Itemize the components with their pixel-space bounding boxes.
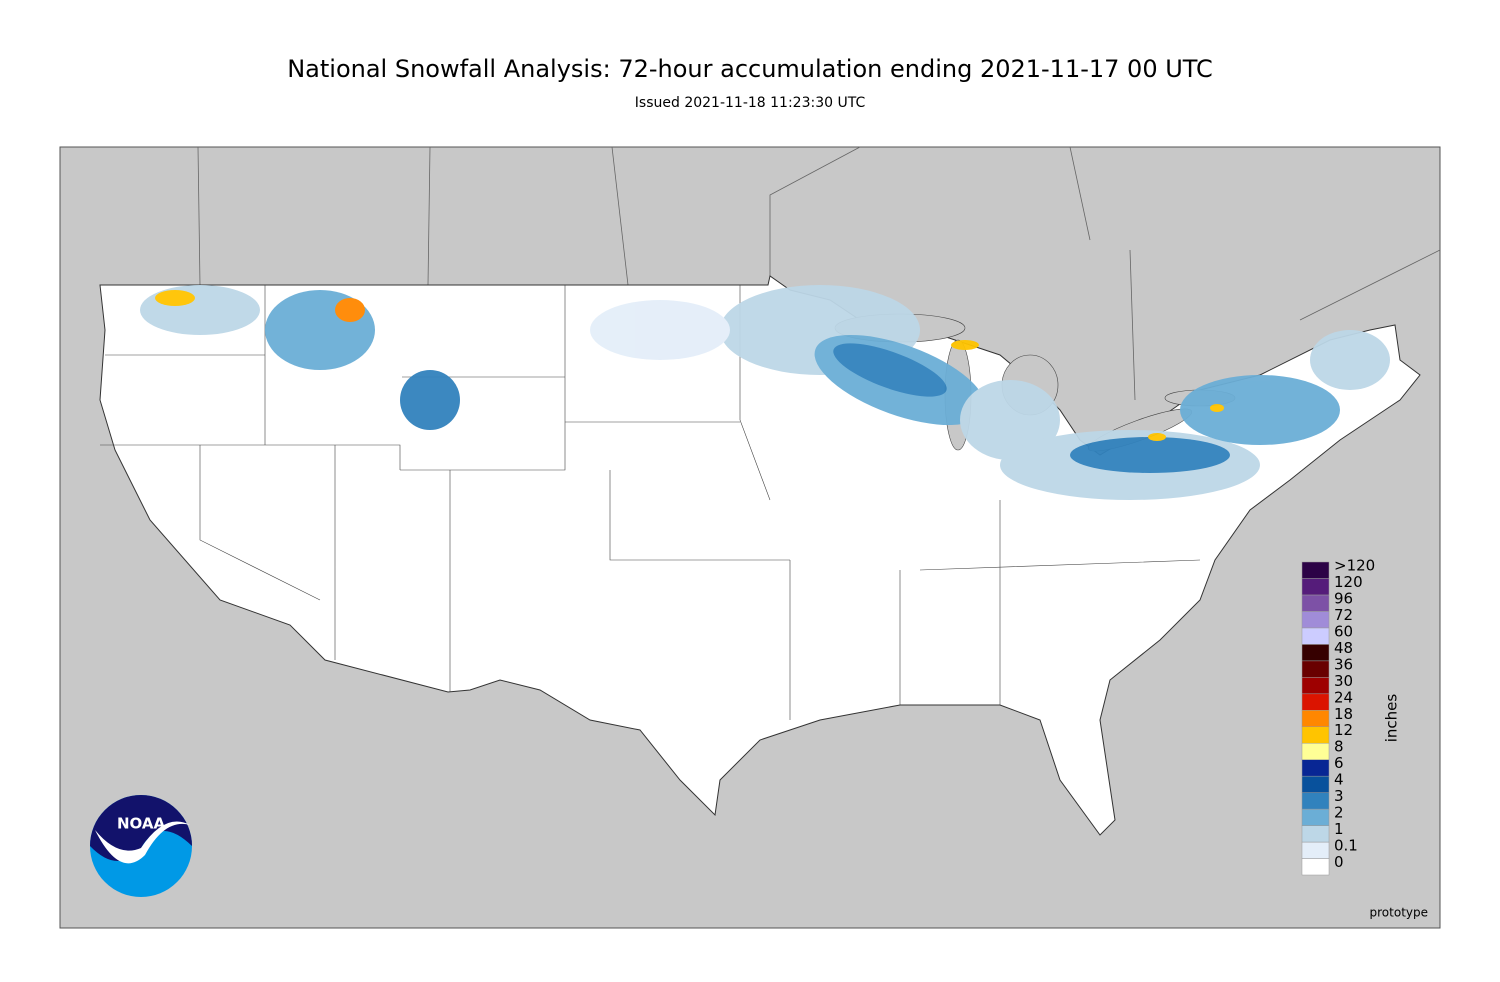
canada-borders <box>197 146 1441 401</box>
logo-text: NOAA <box>117 815 166 833</box>
legend-swatch <box>1301 742 1330 760</box>
legend-label: 3 <box>1334 787 1344 805</box>
legend-swatch <box>1301 710 1330 727</box>
legend-swatch <box>1301 611 1330 629</box>
legend-swatch <box>1301 841 1330 859</box>
title: National Snowfall Analysis: 72-hour accu… <box>287 55 1213 83</box>
legend-swatch <box>1301 759 1330 777</box>
legend-label: 1 <box>1334 820 1344 838</box>
legend-label: >120 <box>1334 557 1375 575</box>
legend-swatch <box>1301 578 1330 596</box>
legend-label: 6 <box>1334 754 1344 772</box>
legend-swatch <box>1301 726 1330 744</box>
legend-label: 36 <box>1334 655 1353 673</box>
legend-label: 60 <box>1334 622 1353 640</box>
legend-label: 30 <box>1334 672 1353 690</box>
legend-swatch <box>1301 627 1330 645</box>
legend-swatch <box>1301 561 1330 579</box>
subtitle: Issued 2021-11-18 11:23:30 UTC <box>635 95 866 111</box>
legend-label: 2 <box>1334 804 1344 822</box>
legend-swatch <box>1301 644 1330 662</box>
legend-label: 0 <box>1334 853 1344 871</box>
legend-label: 48 <box>1334 639 1353 657</box>
legend-swatch <box>1301 858 1330 876</box>
map <box>59 146 1441 929</box>
legend-label: 24 <box>1334 688 1353 706</box>
legend-label: 72 <box>1334 606 1353 624</box>
legend-label: 4 <box>1334 771 1344 789</box>
noaa-logo: NOAA <box>90 795 192 897</box>
legend-label: 96 <box>1334 589 1353 607</box>
legend-swatch <box>1301 660 1330 678</box>
legend-swatch <box>1301 808 1330 826</box>
legend-swatch <box>1301 792 1330 810</box>
legend-swatch <box>1301 775 1330 793</box>
legend-label: 18 <box>1334 705 1353 723</box>
state-borders <box>100 285 1201 720</box>
legend-label: 0.1 <box>1334 837 1358 855</box>
legend-swatch <box>1301 825 1330 843</box>
legend-swatch <box>1301 677 1330 695</box>
footer-note: prototype <box>1370 906 1428 920</box>
legend-unit: inches <box>1383 694 1401 743</box>
legend-swatch <box>1301 693 1330 711</box>
legend-label: 120 <box>1334 573 1363 591</box>
legend-label: 8 <box>1334 738 1344 756</box>
snowfall-shading <box>140 285 1390 500</box>
legend-label: 12 <box>1334 721 1353 739</box>
legend-swatch <box>1301 594 1330 612</box>
